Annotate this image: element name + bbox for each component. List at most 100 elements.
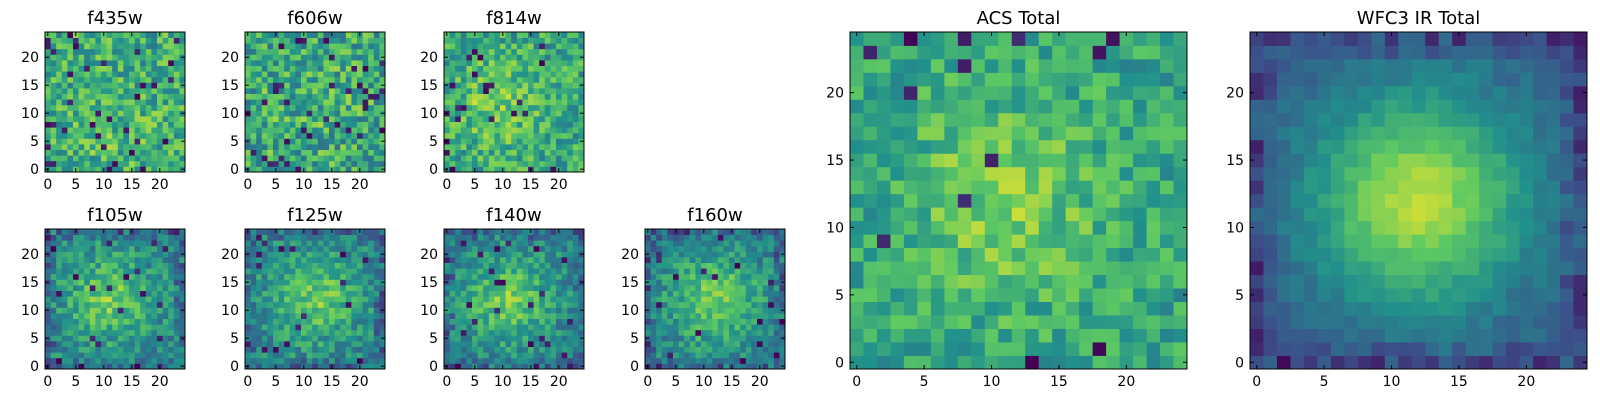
heatmap-cell — [477, 93, 484, 100]
heatmap-cell — [45, 155, 51, 162]
heatmap-cell — [106, 144, 113, 150]
heatmap-cell — [50, 48, 57, 55]
heatmap-cell — [516, 285, 523, 291]
heatmap-cell — [876, 274, 891, 289]
heatmap-cell — [650, 229, 657, 235]
heatmap-cell — [533, 245, 540, 252]
heatmap-cell — [284, 301, 291, 308]
heatmap-cell — [340, 110, 347, 117]
heatmap-cell — [329, 132, 335, 139]
heatmap-cell — [957, 234, 972, 249]
heatmap-cell — [373, 245, 380, 252]
heatmap-cell — [295, 132, 302, 139]
heatmap-cell — [917, 288, 932, 302]
heatmap-cell — [539, 245, 546, 252]
heatmap-cell — [61, 257, 68, 263]
heatmap-cell — [695, 285, 702, 291]
heatmap-cell — [301, 240, 307, 247]
heatmap-cell — [306, 138, 313, 145]
heatmap-cell — [505, 285, 512, 291]
heatmap-cell — [368, 144, 375, 150]
heatmap-cell — [930, 355, 945, 370]
heatmap-cell — [539, 43, 546, 50]
heatmap-cell — [256, 268, 263, 275]
heatmap-cell — [556, 245, 562, 252]
heatmap-cell — [61, 352, 68, 359]
heatmap-cell — [78, 318, 85, 325]
heatmap-cell — [173, 341, 180, 347]
heatmap-cell — [261, 346, 268, 353]
heatmap-cell — [944, 342, 959, 356]
heatmap-cell — [284, 352, 291, 359]
heatmap-cell — [173, 71, 180, 78]
heatmap-cell — [567, 43, 574, 50]
heatmap-cell — [312, 229, 319, 235]
heatmap-cell — [572, 149, 579, 156]
heatmap-cell — [890, 234, 905, 249]
heatmap-cell — [134, 240, 141, 247]
heatmap-cell — [250, 324, 257, 331]
heatmap-cell — [112, 127, 119, 134]
heatmap-cell — [45, 296, 51, 303]
heatmap-cell — [301, 132, 307, 139]
heatmap-cell — [101, 329, 107, 336]
heatmap-cell — [351, 144, 358, 150]
heatmap-cell — [295, 37, 302, 44]
heatmap-cell — [500, 352, 506, 359]
heatmap-cell — [379, 127, 386, 134]
heatmap-cell — [284, 104, 291, 111]
heatmap-cell — [533, 32, 540, 38]
heatmap-cell — [745, 318, 752, 325]
heatmap-cell — [179, 262, 186, 269]
heatmap-cell — [267, 273, 274, 280]
heatmap-cell — [306, 301, 313, 308]
heatmap-cell — [539, 127, 546, 134]
heatmap-cell — [106, 346, 113, 353]
heatmap-cell — [539, 116, 546, 122]
heatmap-cell — [957, 315, 972, 329]
heatmap-cell — [151, 65, 158, 72]
heatmap-cell — [256, 54, 263, 61]
heatmap-cell — [477, 324, 484, 331]
heatmap-cell — [460, 37, 467, 44]
heatmap-cell — [256, 65, 263, 72]
heatmap-cell — [106, 324, 113, 331]
heatmap-cell — [323, 155, 330, 162]
heatmap-cell — [168, 76, 175, 83]
heatmap-cell — [373, 301, 380, 308]
heatmap-cell — [273, 71, 279, 78]
heatmap-cell — [745, 301, 752, 308]
heatmap-cell — [301, 296, 307, 303]
heatmap-cell — [578, 32, 585, 38]
heatmap-cell — [903, 234, 918, 249]
heatmap-cell — [362, 160, 369, 167]
heatmap-cell — [511, 48, 518, 55]
heatmap-cell — [494, 346, 501, 353]
heatmap-cell — [284, 296, 291, 303]
y-tick-label: 5 — [429, 331, 438, 347]
heatmap-cell — [89, 324, 96, 331]
heatmap-cell — [89, 273, 96, 280]
heatmap-cell — [267, 149, 274, 156]
heatmap-cell — [455, 279, 462, 286]
heatmap-cell — [539, 296, 546, 303]
heatmap-cell — [550, 54, 557, 61]
heatmap-cell — [179, 268, 186, 275]
heatmap-cell — [673, 296, 679, 303]
heatmap-cell — [971, 220, 986, 235]
heatmap-cell — [1052, 207, 1067, 222]
heatmap-cell — [550, 60, 557, 66]
heatmap-cell — [368, 251, 375, 258]
heatmap-cell — [1119, 247, 1134, 262]
x-tick-label: 10 — [695, 374, 713, 390]
heatmap-cell — [449, 104, 456, 111]
heatmap-cell — [695, 301, 702, 308]
heatmap-cell — [162, 301, 169, 308]
heatmap-cell — [162, 132, 169, 139]
heatmap-cell — [145, 251, 152, 258]
heatmap-cell — [1025, 220, 1040, 235]
x-tick-label: 0 — [442, 374, 451, 390]
heatmap-cell — [466, 121, 473, 128]
heatmap-cell — [488, 43, 495, 50]
